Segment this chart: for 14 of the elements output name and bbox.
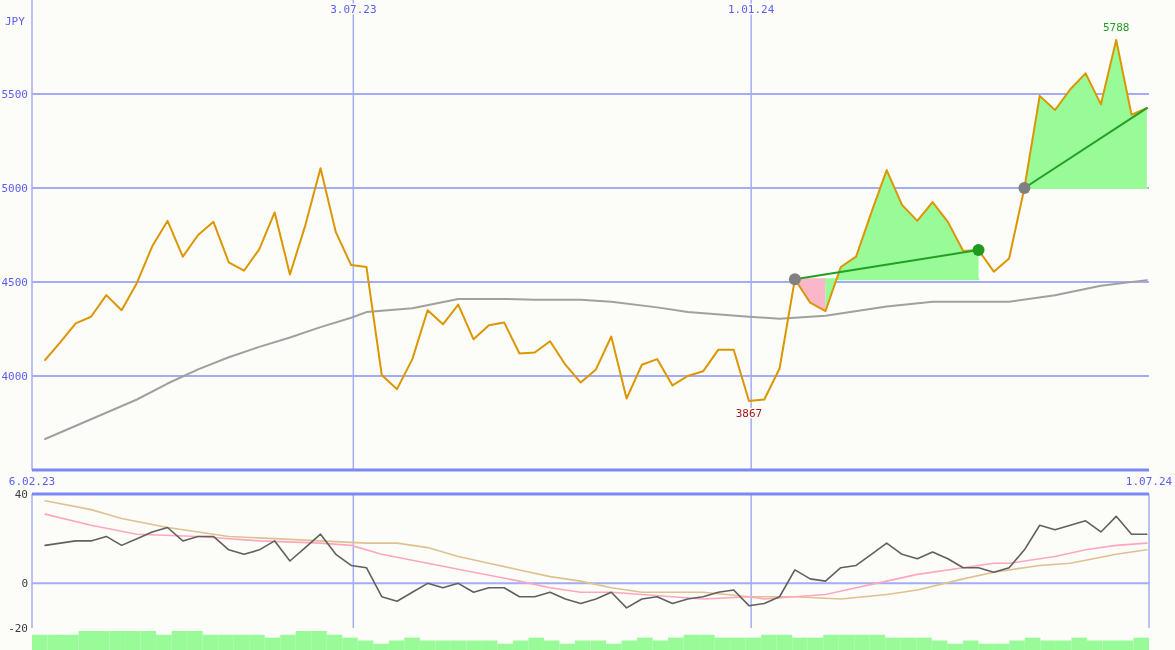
x-tick-label: 1.01.24 [727,2,775,16]
y-tick-label: 0 [21,577,28,591]
y-tick-label: 4500 [1,275,28,289]
x-tick-label: 1.07.24 [1125,474,1173,488]
annotation: 3867 [735,407,763,420]
y-axis-title: JPY [5,15,26,28]
y-tick-label: 4000 [1,369,28,383]
y-tick-label: 40 [14,487,28,501]
y-tick-label: 5000 [1,181,28,195]
y-tick-label: -20 [8,621,28,635]
x-tick-label: 3.07.23 [330,2,377,16]
x-tick-label: 6.02.23 [8,474,56,488]
annotation: 5788 [1102,20,1130,34]
y-tick-label: 5500 [1,87,28,101]
